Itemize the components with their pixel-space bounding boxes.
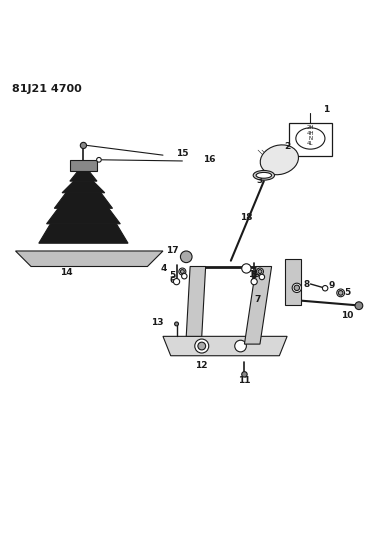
Circle shape (251, 279, 257, 285)
Text: 8: 8 (303, 280, 310, 289)
Text: N: N (308, 136, 312, 141)
Circle shape (322, 286, 328, 291)
Ellipse shape (256, 172, 272, 178)
Text: 2: 2 (284, 142, 290, 151)
Polygon shape (186, 266, 206, 336)
Circle shape (180, 270, 184, 273)
Circle shape (97, 157, 101, 162)
Text: 19: 19 (248, 270, 260, 279)
Polygon shape (47, 208, 120, 224)
Circle shape (179, 268, 186, 275)
Circle shape (175, 322, 178, 326)
Ellipse shape (296, 128, 325, 149)
Text: 11: 11 (238, 376, 251, 385)
Text: 6: 6 (250, 277, 256, 286)
Circle shape (180, 251, 192, 263)
Text: 6: 6 (169, 276, 175, 285)
Text: 17: 17 (166, 246, 179, 255)
Circle shape (259, 274, 265, 280)
Circle shape (338, 290, 343, 295)
Text: 7: 7 (255, 295, 261, 304)
Circle shape (355, 302, 363, 310)
Text: 2H: 2H (307, 125, 314, 130)
Text: 81J21 4700: 81J21 4700 (12, 84, 81, 94)
Circle shape (182, 273, 187, 279)
Circle shape (258, 270, 262, 273)
Circle shape (256, 268, 263, 275)
Polygon shape (70, 172, 97, 181)
Polygon shape (16, 251, 163, 266)
Text: 16: 16 (203, 155, 216, 164)
Text: 4: 4 (243, 264, 249, 273)
Text: 9: 9 (329, 280, 335, 289)
Ellipse shape (260, 145, 298, 175)
Circle shape (173, 279, 180, 285)
Text: 5: 5 (250, 271, 256, 280)
Text: 14: 14 (60, 268, 72, 277)
Text: 5: 5 (169, 271, 175, 280)
Text: 18: 18 (240, 214, 253, 222)
Circle shape (242, 372, 247, 377)
Polygon shape (70, 160, 97, 172)
Text: 10: 10 (341, 311, 353, 319)
Text: 4L: 4L (307, 141, 314, 147)
Text: 1: 1 (323, 105, 329, 114)
Circle shape (198, 342, 206, 350)
Circle shape (242, 264, 251, 273)
Text: 3: 3 (257, 176, 263, 185)
Circle shape (235, 340, 246, 352)
Circle shape (294, 285, 300, 290)
Polygon shape (54, 193, 113, 208)
Circle shape (292, 283, 301, 293)
Text: 15: 15 (176, 149, 189, 158)
Polygon shape (244, 266, 272, 344)
Polygon shape (163, 336, 287, 356)
Circle shape (195, 339, 209, 353)
Text: 4H: 4H (307, 131, 314, 135)
Text: 5: 5 (344, 288, 350, 297)
Circle shape (80, 142, 87, 149)
Polygon shape (285, 259, 301, 305)
Text: 4: 4 (161, 264, 167, 273)
Ellipse shape (253, 171, 275, 180)
Text: 13: 13 (151, 318, 163, 327)
Circle shape (337, 289, 345, 297)
Bar (289, 123, 332, 156)
Text: 12: 12 (196, 361, 208, 370)
Polygon shape (62, 181, 105, 193)
Polygon shape (39, 224, 128, 243)
